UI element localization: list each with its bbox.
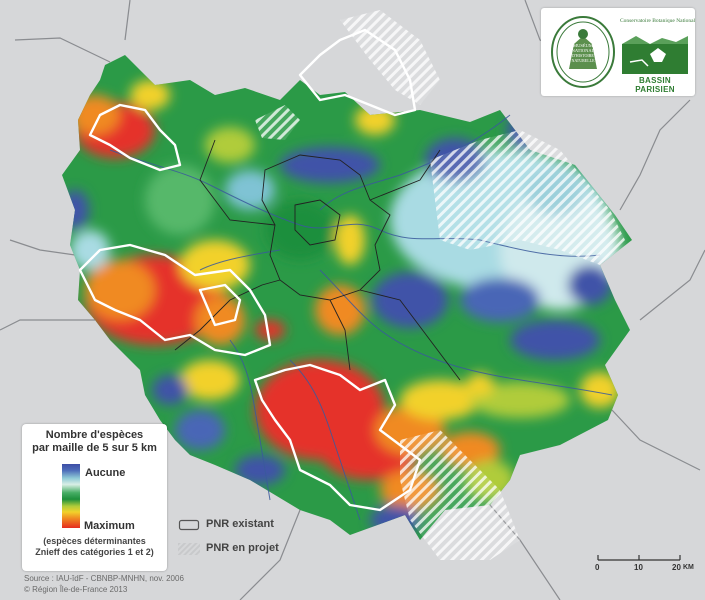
- scale-label-20: 20: [672, 563, 681, 572]
- pnr-planned-label: PNR en projet: [206, 542, 279, 554]
- scale-label-0: 0: [595, 563, 600, 572]
- pnr-existing-label: PNR existant: [206, 518, 274, 530]
- source-line-1: Source : IAU-îdF - CBNBP-MNHN, nov. 2006: [24, 574, 184, 583]
- ramp-min-label: Aucune: [85, 467, 126, 479]
- source-credits: Source : IAU-îdF - CBNBP-MNHN, nov. 2006…: [24, 574, 184, 595]
- museum-seal-logo: MUSÉUM NATIONAL D'HISTOIRE NATURELLE: [551, 16, 615, 88]
- ramp-max-label: Maximum: [84, 520, 135, 532]
- legend-note: (espèces déterminantes Znieff des catégo…: [22, 536, 167, 557]
- cbn-landscape-icon: [622, 36, 688, 74]
- cbnbp-logo: Conservatoire Botanique National BASSIN …: [620, 14, 696, 94]
- legend-note-line-2: Znieff des catégories 1 et 2): [35, 546, 154, 557]
- scale-label-10: 10: [634, 563, 643, 572]
- color-ramp: [62, 464, 80, 528]
- scale-bar-graphic: [597, 555, 681, 561]
- cbn-top-text: Conservatoire Botanique National: [620, 18, 696, 24]
- legend-title-line-1: Nombre d'espèces: [45, 429, 144, 441]
- seal-line-2: NATIONAL: [572, 48, 595, 53]
- seal-line-4: NATURELLE: [571, 58, 595, 63]
- scale-unit: KM: [683, 564, 694, 571]
- cbn-name: BASSIN PARISIEN: [635, 76, 675, 94]
- pnr-planned-areas: [255, 10, 625, 560]
- pnr-planned-swatch: [178, 543, 200, 555]
- seal-line-3: D'HISTOIRE: [572, 53, 594, 58]
- seal-line-1: MUSÉUM: [573, 43, 593, 48]
- legend-title: Nombre d'espèces par maille de 5 sur 5 k…: [22, 429, 167, 455]
- scale-bar: 0 10 20 KM: [594, 548, 702, 578]
- legend-note-line-1: (espèces déterminantes: [43, 536, 146, 546]
- source-line-2: © Région Île-de-France 2013: [24, 584, 128, 594]
- pnr-existing-swatch: [178, 519, 200, 531]
- pnr-existing-areas: [78, 28, 422, 512]
- logo-panel: MUSÉUM NATIONAL D'HISTOIRE NATURELLE Con…: [541, 8, 695, 96]
- legend-title-line-2: par maille de 5 sur 5 km: [32, 442, 157, 454]
- legend-panel: Nombre d'espèces par maille de 5 sur 5 k…: [22, 424, 167, 571]
